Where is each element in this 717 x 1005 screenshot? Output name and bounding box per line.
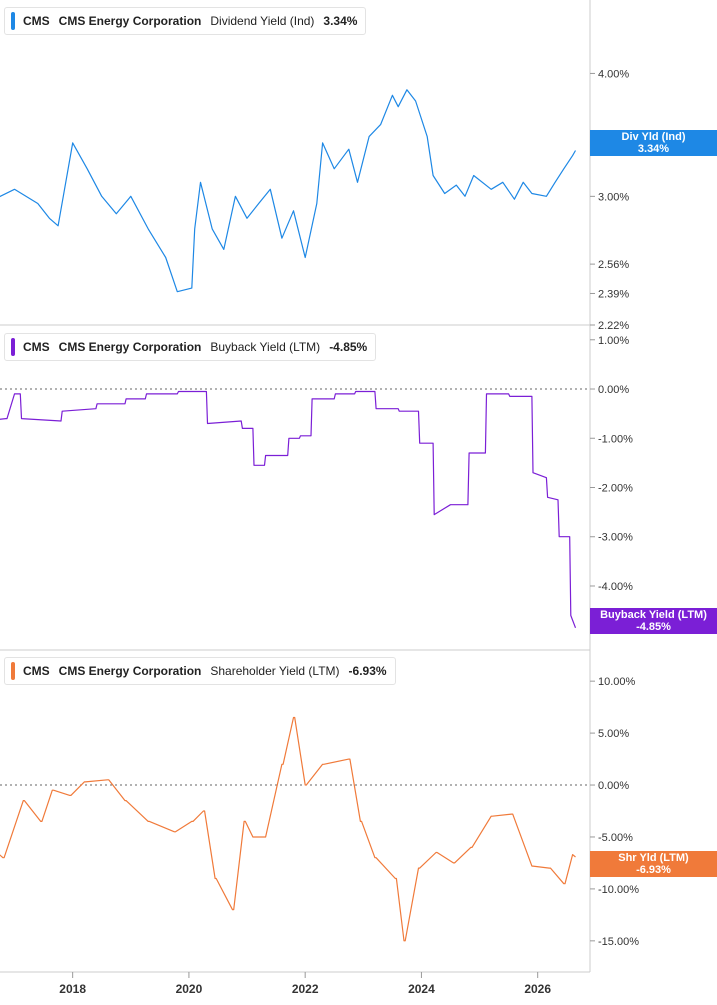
legend-ticker: CMS: [23, 340, 50, 354]
y-tick-label: 0.00%: [598, 780, 629, 792]
tag-label: Buyback Yield (LTM): [600, 609, 707, 621]
legend-company: CMS Energy Corporation: [58, 340, 202, 354]
y-tick-label: 2.22%: [598, 320, 629, 332]
x-tick-label: 2018: [59, 982, 86, 996]
tag-value: -6.93%: [636, 864, 671, 876]
tag-label: Shr Yld (LTM): [618, 852, 689, 864]
legend-swatch-buyback: [11, 338, 15, 356]
legend-shareholder-yield: CMS CMS Energy Corporation Shareholder Y…: [4, 657, 396, 685]
legend-current-value: -4.85%: [329, 340, 368, 354]
legend-metric: Dividend Yield (Ind): [210, 14, 315, 28]
current-value-tag-dividend: Div Yld (Ind) 3.34%: [590, 130, 717, 156]
tag-value: 3.34%: [637, 143, 670, 155]
x-tick-label: 2022: [292, 982, 319, 996]
legend-metric: Buyback Yield (LTM): [210, 340, 321, 354]
legend-ticker: CMS: [23, 14, 50, 28]
legend-metric: Shareholder Yield (LTM): [210, 664, 340, 678]
legend-company: CMS Energy Corporation: [58, 14, 202, 28]
y-tick-label: 2.56%: [598, 259, 629, 271]
x-tick-label: 2020: [176, 982, 203, 996]
legend-buyback-yield: CMS CMS Energy Corporation Buyback Yield…: [4, 333, 377, 361]
y-tick-label: -1.00%: [598, 433, 633, 445]
current-value-tag-shareholder: Shr Yld (LTM) -6.93%: [590, 851, 717, 877]
y-tick-label: -4.00%: [598, 581, 633, 593]
legend-swatch-dividend: [11, 12, 15, 30]
y-tick-label: 2.39%: [598, 288, 629, 300]
legend-swatch-shareholder: [11, 662, 15, 680]
series-line-dividend: [0, 89, 577, 293]
y-tick-label: -2.00%: [598, 483, 633, 495]
tag-value: -4.85%: [636, 621, 671, 633]
x-tick-label: 2024: [408, 982, 435, 996]
y-tick-label: 10.00%: [598, 676, 636, 688]
series-line-buyback: [0, 390, 577, 629]
legend-current-value: -6.93%: [348, 664, 387, 678]
y-tick-label: 3.00%: [598, 191, 629, 203]
series-line-shareholder: [0, 716, 576, 942]
legend-ticker: CMS: [23, 664, 50, 678]
y-tick-label: 5.00%: [598, 728, 629, 740]
legend-company: CMS Energy Corporation: [58, 664, 202, 678]
x-tick-label: 2026: [524, 982, 551, 996]
legend-current-value: 3.34%: [323, 14, 358, 28]
legend-dividend-yield: CMS CMS Energy Corporation Dividend Yiel…: [4, 7, 367, 35]
y-tick-label: -3.00%: [598, 532, 633, 544]
y-tick-label: -10.00%: [598, 884, 639, 896]
y-tick-label: 4.00%: [598, 68, 629, 80]
tag-label: Div Yld (Ind): [621, 131, 686, 143]
y-tick-label: 0.00%: [598, 384, 629, 396]
y-tick-label: -15.00%: [598, 936, 639, 948]
current-value-tag-buyback: Buyback Yield (LTM) -4.85%: [590, 608, 717, 634]
y-tick-label: -5.00%: [598, 832, 633, 844]
y-tick-label: 1.00%: [598, 335, 629, 347]
